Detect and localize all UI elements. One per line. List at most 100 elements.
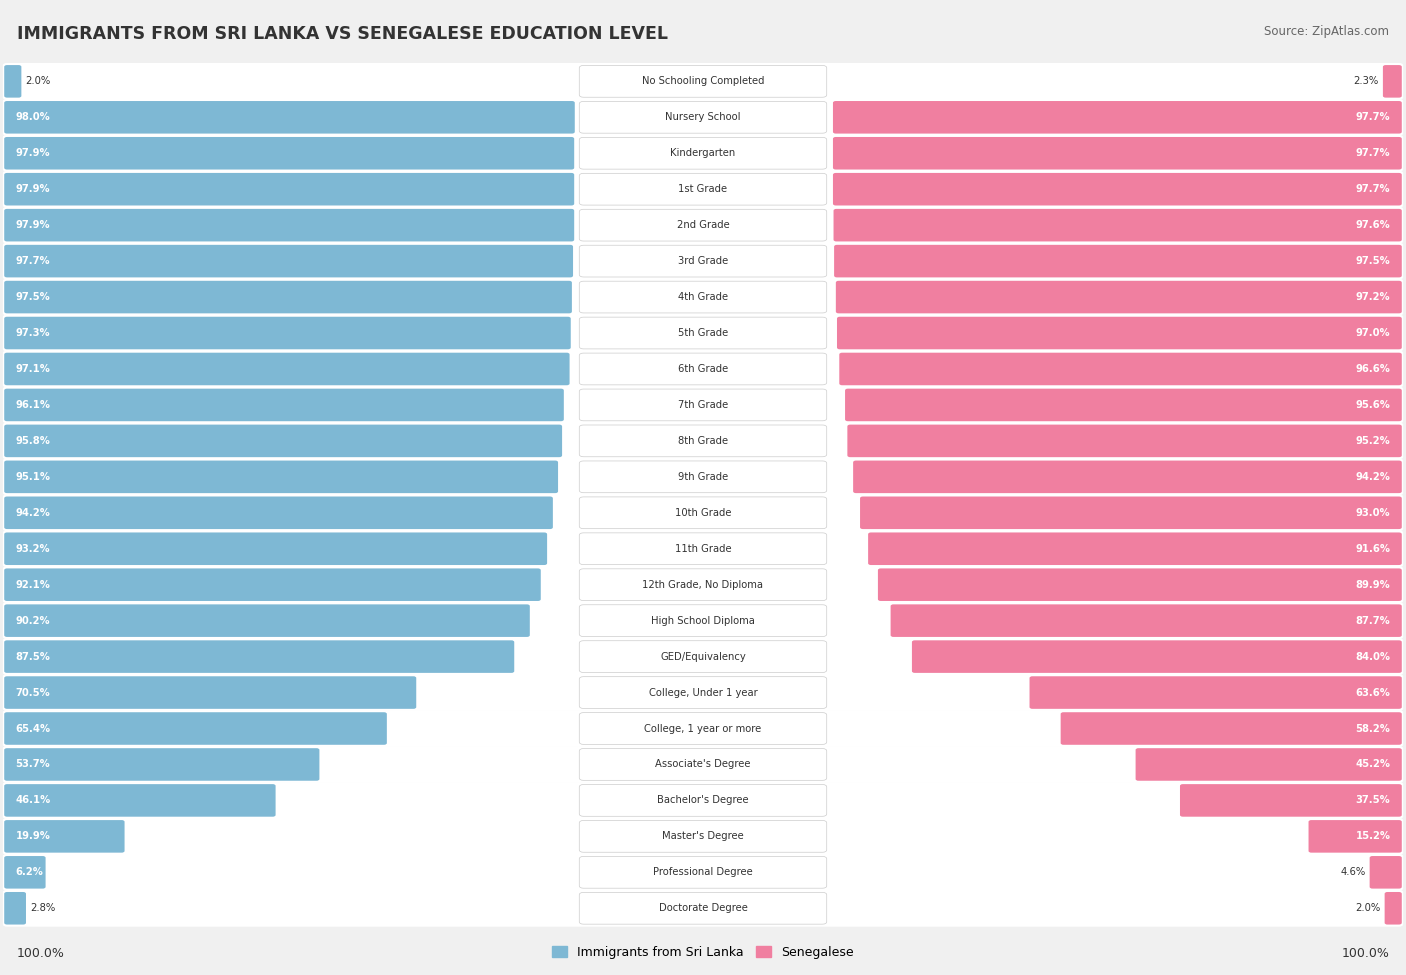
Text: 2.0%: 2.0% bbox=[25, 76, 51, 87]
FancyBboxPatch shape bbox=[579, 137, 827, 169]
FancyBboxPatch shape bbox=[3, 710, 1403, 747]
Text: 3rd Grade: 3rd Grade bbox=[678, 256, 728, 266]
Text: Source: ZipAtlas.com: Source: ZipAtlas.com bbox=[1264, 25, 1389, 38]
FancyBboxPatch shape bbox=[832, 101, 1402, 134]
Text: 2nd Grade: 2nd Grade bbox=[676, 220, 730, 230]
FancyBboxPatch shape bbox=[832, 136, 1402, 170]
FancyBboxPatch shape bbox=[3, 243, 1403, 280]
Text: 89.9%: 89.9% bbox=[1355, 580, 1391, 590]
Text: 97.5%: 97.5% bbox=[15, 292, 51, 302]
FancyBboxPatch shape bbox=[4, 856, 45, 888]
FancyBboxPatch shape bbox=[1385, 892, 1402, 924]
FancyBboxPatch shape bbox=[579, 389, 827, 421]
Text: 9th Grade: 9th Grade bbox=[678, 472, 728, 482]
Text: Doctorate Degree: Doctorate Degree bbox=[658, 903, 748, 914]
Text: 46.1%: 46.1% bbox=[15, 796, 51, 805]
FancyBboxPatch shape bbox=[3, 63, 1403, 99]
Text: 97.7%: 97.7% bbox=[1355, 184, 1391, 194]
FancyBboxPatch shape bbox=[832, 173, 1402, 206]
Text: 15.2%: 15.2% bbox=[1355, 832, 1391, 841]
FancyBboxPatch shape bbox=[853, 460, 1402, 493]
Legend: Immigrants from Sri Lanka, Senegalese: Immigrants from Sri Lanka, Senegalese bbox=[547, 941, 859, 964]
Text: 95.6%: 95.6% bbox=[1355, 400, 1391, 410]
Text: 84.0%: 84.0% bbox=[1355, 651, 1391, 662]
FancyBboxPatch shape bbox=[579, 856, 827, 888]
FancyBboxPatch shape bbox=[3, 386, 1403, 423]
Text: 2.8%: 2.8% bbox=[30, 903, 55, 914]
Text: 37.5%: 37.5% bbox=[1355, 796, 1391, 805]
FancyBboxPatch shape bbox=[3, 135, 1403, 172]
FancyBboxPatch shape bbox=[3, 854, 1403, 891]
FancyBboxPatch shape bbox=[579, 533, 827, 565]
FancyBboxPatch shape bbox=[4, 820, 125, 853]
Text: 94.2%: 94.2% bbox=[1355, 472, 1391, 482]
FancyBboxPatch shape bbox=[3, 818, 1403, 855]
FancyBboxPatch shape bbox=[4, 677, 416, 709]
FancyBboxPatch shape bbox=[579, 604, 827, 637]
Text: 90.2%: 90.2% bbox=[15, 615, 51, 626]
FancyBboxPatch shape bbox=[1369, 856, 1402, 888]
Text: 58.2%: 58.2% bbox=[1355, 723, 1391, 733]
Text: Master's Degree: Master's Degree bbox=[662, 832, 744, 841]
FancyBboxPatch shape bbox=[912, 641, 1402, 673]
FancyBboxPatch shape bbox=[579, 821, 827, 852]
FancyBboxPatch shape bbox=[4, 568, 541, 601]
Text: 96.6%: 96.6% bbox=[1355, 364, 1391, 374]
Text: 2.0%: 2.0% bbox=[1355, 903, 1381, 914]
Text: 87.7%: 87.7% bbox=[1355, 615, 1391, 626]
Text: Nursery School: Nursery School bbox=[665, 112, 741, 122]
Text: 97.2%: 97.2% bbox=[1355, 292, 1391, 302]
FancyBboxPatch shape bbox=[3, 639, 1403, 675]
Text: No Schooling Completed: No Schooling Completed bbox=[641, 76, 765, 87]
FancyBboxPatch shape bbox=[3, 746, 1403, 783]
FancyBboxPatch shape bbox=[4, 101, 575, 134]
Text: 92.1%: 92.1% bbox=[15, 580, 51, 590]
Text: 70.5%: 70.5% bbox=[15, 687, 51, 697]
FancyBboxPatch shape bbox=[834, 209, 1402, 242]
FancyBboxPatch shape bbox=[3, 530, 1403, 567]
FancyBboxPatch shape bbox=[579, 317, 827, 349]
FancyBboxPatch shape bbox=[4, 784, 276, 817]
Text: 93.2%: 93.2% bbox=[15, 544, 51, 554]
Text: 87.5%: 87.5% bbox=[15, 651, 51, 662]
Text: College, 1 year or more: College, 1 year or more bbox=[644, 723, 762, 733]
FancyBboxPatch shape bbox=[579, 497, 827, 528]
FancyBboxPatch shape bbox=[835, 281, 1402, 313]
Text: Bachelor's Degree: Bachelor's Degree bbox=[657, 796, 749, 805]
FancyBboxPatch shape bbox=[1029, 677, 1402, 709]
FancyBboxPatch shape bbox=[4, 245, 574, 278]
FancyBboxPatch shape bbox=[877, 568, 1402, 601]
FancyBboxPatch shape bbox=[579, 174, 827, 205]
Text: 91.6%: 91.6% bbox=[1355, 544, 1391, 554]
Text: IMMIGRANTS FROM SRI LANKA VS SENEGALESE EDUCATION LEVEL: IMMIGRANTS FROM SRI LANKA VS SENEGALESE … bbox=[17, 25, 668, 43]
FancyBboxPatch shape bbox=[579, 677, 827, 709]
FancyBboxPatch shape bbox=[4, 641, 515, 673]
FancyBboxPatch shape bbox=[4, 712, 387, 745]
FancyBboxPatch shape bbox=[4, 892, 25, 924]
FancyBboxPatch shape bbox=[4, 281, 572, 313]
Text: 96.1%: 96.1% bbox=[15, 400, 51, 410]
Text: Kindergarten: Kindergarten bbox=[671, 148, 735, 158]
FancyBboxPatch shape bbox=[4, 389, 564, 421]
Text: 6.2%: 6.2% bbox=[15, 868, 44, 878]
Text: 65.4%: 65.4% bbox=[15, 723, 51, 733]
Text: 97.9%: 97.9% bbox=[15, 184, 51, 194]
FancyBboxPatch shape bbox=[845, 389, 1402, 421]
FancyBboxPatch shape bbox=[3, 458, 1403, 495]
FancyBboxPatch shape bbox=[3, 207, 1403, 244]
FancyBboxPatch shape bbox=[1384, 65, 1402, 98]
Text: 93.0%: 93.0% bbox=[1355, 508, 1391, 518]
Text: 11th Grade: 11th Grade bbox=[675, 544, 731, 554]
FancyBboxPatch shape bbox=[839, 353, 1402, 385]
Text: 45.2%: 45.2% bbox=[1355, 760, 1391, 769]
FancyBboxPatch shape bbox=[3, 494, 1403, 531]
FancyBboxPatch shape bbox=[3, 315, 1403, 351]
Text: College, Under 1 year: College, Under 1 year bbox=[648, 687, 758, 697]
FancyBboxPatch shape bbox=[579, 281, 827, 313]
FancyBboxPatch shape bbox=[1180, 784, 1402, 817]
Text: 100.0%: 100.0% bbox=[17, 947, 65, 960]
Text: High School Diploma: High School Diploma bbox=[651, 615, 755, 626]
FancyBboxPatch shape bbox=[4, 317, 571, 349]
FancyBboxPatch shape bbox=[3, 890, 1403, 926]
Text: 97.7%: 97.7% bbox=[15, 256, 51, 266]
